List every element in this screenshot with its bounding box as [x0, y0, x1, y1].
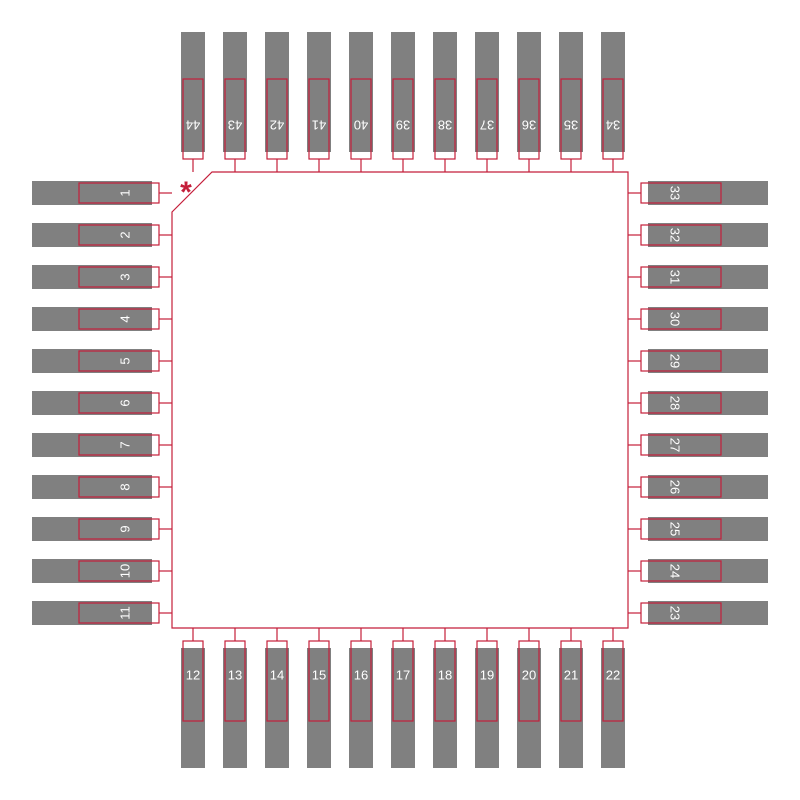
pin-label-2: 2 — [118, 231, 133, 238]
pin-label-7: 7 — [118, 441, 133, 448]
pin-label-22: 22 — [606, 668, 620, 683]
pad-23 — [648, 601, 768, 625]
pad-2 — [32, 223, 152, 247]
pad-29 — [648, 349, 768, 373]
pin-label-38: 38 — [438, 118, 452, 133]
pad-21 — [559, 648, 583, 768]
pin-label-44: 44 — [186, 118, 200, 133]
pin-label-39: 39 — [396, 118, 410, 133]
pad-7 — [32, 433, 152, 457]
pin-label-23: 23 — [668, 606, 683, 620]
pad-14 — [265, 648, 289, 768]
pin-label-15: 15 — [312, 668, 326, 683]
pin-label-27: 27 — [668, 438, 683, 452]
pad-22 — [601, 648, 625, 768]
pad-32 — [648, 223, 768, 247]
pad-40 — [349, 32, 373, 152]
pin-label-3: 3 — [118, 273, 133, 280]
pin-label-6: 6 — [118, 399, 133, 406]
pin-label-5: 5 — [118, 357, 133, 364]
pad-11 — [32, 601, 152, 625]
pad-8 — [32, 475, 152, 499]
pad-5 — [32, 349, 152, 373]
ic-body-outline — [172, 172, 628, 628]
pin-label-19: 19 — [480, 668, 494, 683]
pin-label-41: 41 — [312, 118, 326, 133]
pad-4 — [32, 307, 152, 331]
pad-12 — [181, 648, 205, 768]
pad-20 — [517, 648, 541, 768]
tqfp44-footprint: 1234567891011121314151617181920212223242… — [0, 0, 800, 800]
pin-label-26: 26 — [668, 480, 683, 494]
pad-41 — [307, 32, 331, 152]
pad-13 — [223, 648, 247, 768]
pin-label-30: 30 — [668, 312, 683, 326]
pin-label-24: 24 — [668, 564, 683, 578]
pin-label-14: 14 — [270, 668, 284, 683]
pad-3 — [32, 265, 152, 289]
pin-label-29: 29 — [668, 354, 683, 368]
pin-label-18: 18 — [438, 668, 452, 683]
pad-16 — [349, 648, 373, 768]
pad-24 — [648, 559, 768, 583]
pin-label-9: 9 — [118, 525, 133, 532]
pad-39 — [391, 32, 415, 152]
pin-label-21: 21 — [564, 668, 578, 683]
pad-15 — [307, 648, 331, 768]
pad-44 — [181, 32, 205, 152]
pin-label-42: 42 — [270, 118, 284, 133]
pin-label-37: 37 — [480, 118, 494, 133]
pad-25 — [648, 517, 768, 541]
pin-label-31: 31 — [668, 270, 683, 284]
pin-label-12: 12 — [186, 668, 200, 683]
pin-label-8: 8 — [118, 483, 133, 490]
pad-36 — [517, 32, 541, 152]
pad-26 — [648, 475, 768, 499]
pin-label-1: 1 — [118, 189, 133, 196]
pad-1 — [32, 181, 152, 205]
pin-label-4: 4 — [118, 315, 133, 322]
pin-label-11: 11 — [118, 606, 133, 620]
pad-35 — [559, 32, 583, 152]
pad-6 — [32, 391, 152, 415]
pad-34 — [601, 32, 625, 152]
pad-19 — [475, 648, 499, 768]
pin-label-28: 28 — [668, 396, 683, 410]
pin-label-40: 40 — [354, 118, 368, 133]
pin-label-35: 35 — [564, 118, 578, 133]
pin-label-34: 34 — [606, 118, 620, 133]
pad-10 — [32, 559, 152, 583]
pad-38 — [433, 32, 457, 152]
pin-label-17: 17 — [396, 668, 410, 683]
pad-30 — [648, 307, 768, 331]
pin-label-20: 20 — [522, 668, 536, 683]
pad-9 — [32, 517, 152, 541]
pin-label-33: 33 — [668, 186, 683, 200]
pad-31 — [648, 265, 768, 289]
pin-label-10: 10 — [118, 564, 133, 578]
pin-label-13: 13 — [228, 668, 242, 683]
pad-18 — [433, 648, 457, 768]
pad-37 — [475, 32, 499, 152]
pin-label-32: 32 — [668, 228, 683, 242]
pin-label-16: 16 — [354, 668, 368, 683]
pad-42 — [265, 32, 289, 152]
pad-28 — [648, 391, 768, 415]
pin-label-36: 36 — [522, 118, 536, 133]
pad-43 — [223, 32, 247, 152]
pin1-marker: * — [180, 176, 192, 209]
pad-27 — [648, 433, 768, 457]
pad-33 — [648, 181, 768, 205]
pin-label-25: 25 — [668, 522, 683, 536]
pin-label-43: 43 — [228, 118, 242, 133]
pad-17 — [391, 648, 415, 768]
